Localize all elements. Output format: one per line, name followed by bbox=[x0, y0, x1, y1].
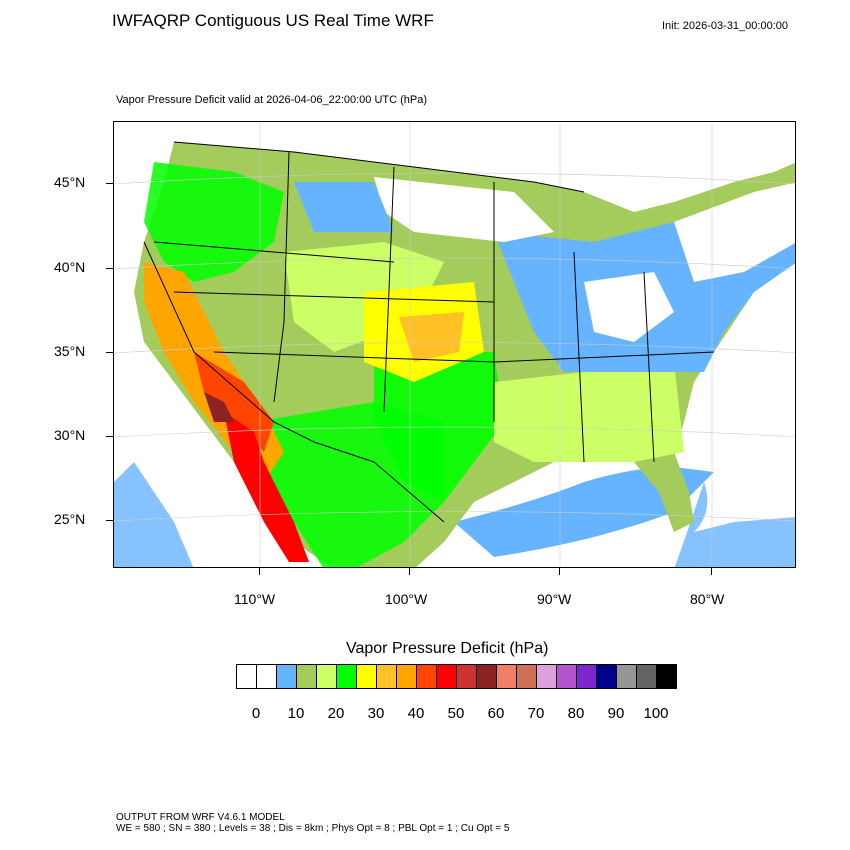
sonora-red bbox=[224, 412, 309, 562]
colorbar-swatch bbox=[577, 665, 597, 688]
graticule bbox=[114, 122, 795, 567]
northern-white bbox=[374, 177, 554, 242]
init-time: Init: 2026-03-31_00:00:00 bbox=[662, 20, 788, 32]
colorbar-swatch bbox=[417, 665, 437, 688]
colorbar-label: 90 bbox=[607, 705, 625, 722]
colorbar-label: 60 bbox=[487, 705, 505, 722]
colorbar-swatch bbox=[257, 665, 277, 688]
lat-label: 30°N bbox=[54, 427, 86, 443]
colorbar-label: 70 bbox=[527, 705, 545, 722]
kansas-orange bbox=[399, 312, 464, 362]
colorbar-swatch bbox=[437, 665, 457, 688]
state-boundaries bbox=[143, 141, 715, 523]
gulf-blue-patch bbox=[454, 467, 714, 557]
map-field bbox=[114, 122, 795, 567]
footer-config: WE = 580 ; SN = 380 ; Levels = 38 ; Dis … bbox=[116, 823, 510, 834]
colorbar-swatch bbox=[517, 665, 537, 688]
colorbar-swatch bbox=[597, 665, 617, 688]
plot-subtitle: Vapor Pressure Deficit valid at 2026-04-… bbox=[116, 94, 428, 106]
northeast-white bbox=[674, 182, 795, 282]
colorbar-swatch bbox=[617, 665, 637, 688]
colorbar-label: 50 bbox=[447, 705, 465, 722]
lat-label: 45°N bbox=[54, 174, 86, 190]
west-green bbox=[144, 162, 284, 282]
pacific-blue-patch bbox=[114, 462, 194, 567]
colorbar-swatch bbox=[297, 665, 317, 688]
colorbar-swatch bbox=[457, 665, 477, 688]
vpd-map bbox=[113, 121, 796, 568]
atlantic-blue-patch bbox=[674, 482, 795, 567]
lon-label: 90°W bbox=[537, 591, 572, 607]
colorbar bbox=[236, 664, 677, 689]
southeast-lime bbox=[494, 362, 684, 462]
northern-plains-blue bbox=[294, 182, 394, 232]
colorbar-label: 100 bbox=[643, 705, 669, 722]
colorbar-swatch bbox=[237, 665, 257, 688]
colorbar-swatch bbox=[337, 665, 357, 688]
lon-label: 100°W bbox=[385, 591, 428, 607]
lon-label: 110°W bbox=[234, 591, 276, 607]
colorbar-swatch bbox=[377, 665, 397, 688]
lat-label: 25°N bbox=[54, 511, 86, 527]
colorbar-label: 80 bbox=[567, 705, 585, 722]
colorbar-swatch bbox=[317, 665, 337, 688]
colorbar-swatch bbox=[557, 665, 577, 688]
colorbar-swatch bbox=[497, 665, 517, 688]
colorbar-swatch bbox=[357, 665, 377, 688]
colorbar-label: 20 bbox=[327, 705, 345, 722]
footer-model: OUTPUT FROM WRF V4.6.1 MODEL bbox=[116, 812, 285, 823]
plot-title: IWFAQRP Contiguous US Real Time WRF bbox=[112, 11, 434, 30]
colorbar-swatch bbox=[397, 665, 417, 688]
lat-label: 35°N bbox=[54, 343, 86, 359]
colorbar-swatch bbox=[477, 665, 497, 688]
colorbar-label: 0 bbox=[251, 705, 261, 722]
desert-darkred bbox=[204, 392, 234, 422]
lon-label: 80°W bbox=[690, 591, 725, 607]
colorbar-swatch bbox=[537, 665, 557, 688]
colorbar-label: 10 bbox=[287, 705, 305, 722]
colorbar-label: 40 bbox=[407, 705, 425, 722]
lakes-white bbox=[584, 272, 674, 342]
arizona-red bbox=[194, 352, 274, 452]
colorbar-title: Vapor Pressure Deficit (hPa) bbox=[346, 640, 549, 657]
colorbar-swatch bbox=[277, 665, 297, 688]
colorbar-label: 30 bbox=[367, 705, 385, 722]
lat-label: 40°N bbox=[54, 259, 86, 275]
colorbar-swatch bbox=[637, 665, 657, 688]
colorbar-swatch bbox=[657, 665, 676, 688]
